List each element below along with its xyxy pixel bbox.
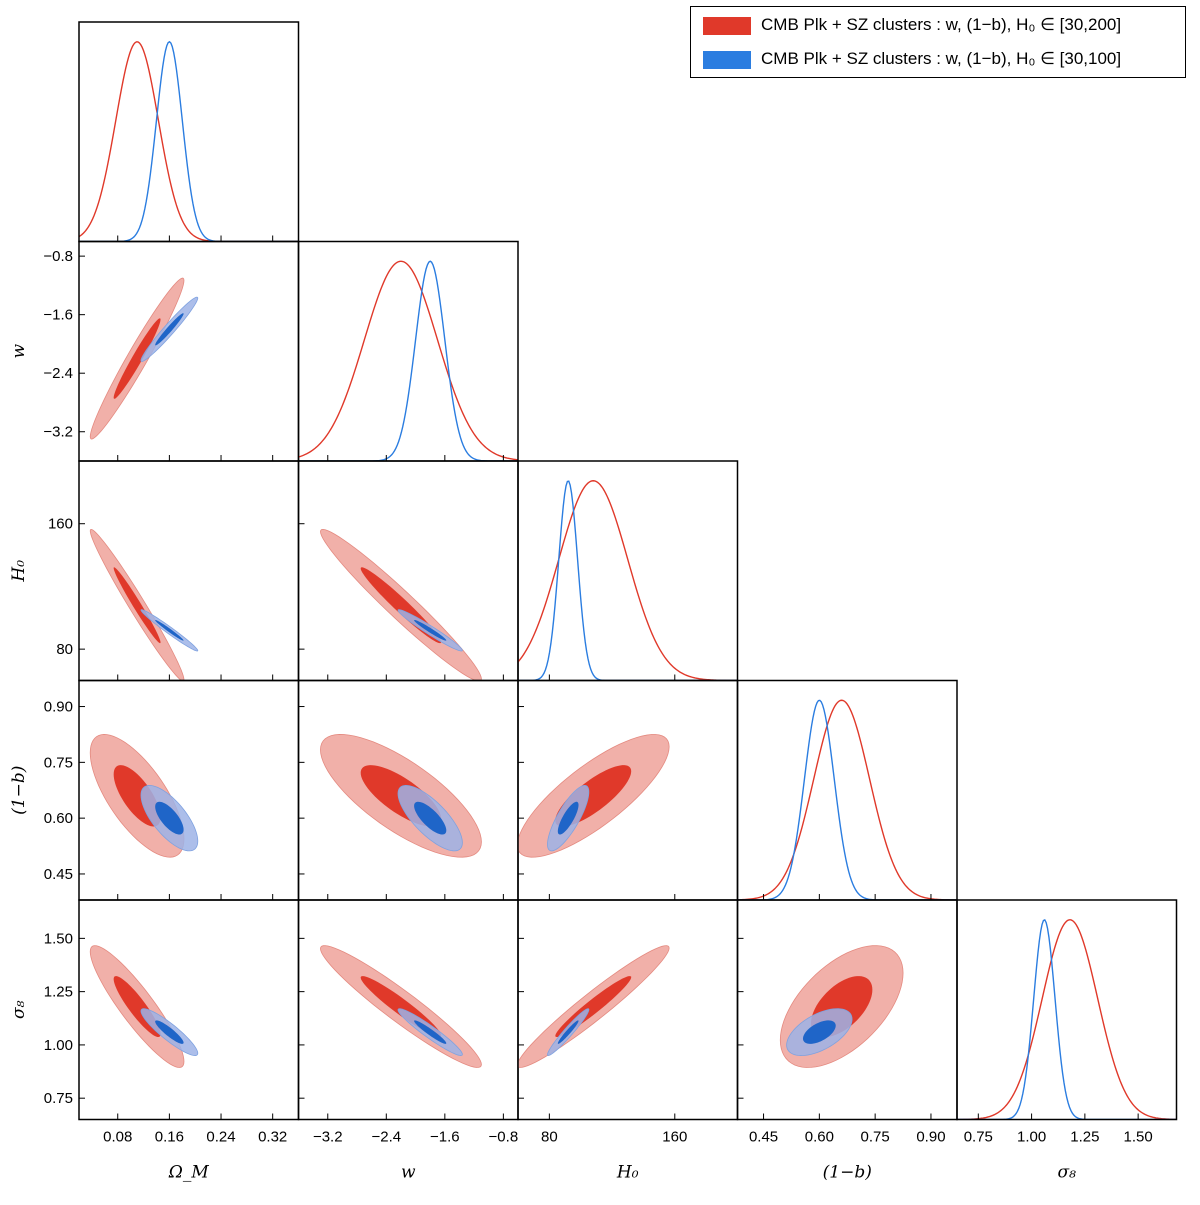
x-tick-label-h0: 80 xyxy=(541,1129,558,1146)
panel-h0-vs-h0 xyxy=(518,480,738,681)
panel-s8-vs-h0 xyxy=(518,945,670,1068)
marginal-om-series0 xyxy=(79,41,299,242)
marginal-h0-series1 xyxy=(518,480,738,681)
y-tick-label-h0: 80 xyxy=(56,641,73,658)
contour-1sigma-s8-om-series1 xyxy=(155,1020,184,1044)
panel-h0-vs-w xyxy=(320,528,482,681)
marginal-w-series0 xyxy=(298,260,518,461)
panel-h0-vs-om xyxy=(89,528,199,681)
marginal-oneminusb-series0 xyxy=(737,699,957,900)
legend-swatch-red xyxy=(703,17,751,35)
y-tick-label-oneminusb: 0.45 xyxy=(44,866,73,883)
marginal-h0-series0 xyxy=(518,480,738,681)
x-tick-label-s8: 0.75 xyxy=(964,1129,993,1146)
y-tick-label-s8: 1.50 xyxy=(44,930,73,947)
y-tick-label-s8: 0.75 xyxy=(44,1090,73,1107)
legend-label-series0: CMB Plk + SZ clusters : w, (1−b), H₀ ∈ [… xyxy=(761,15,1122,34)
contour-1sigma-h0-w-series1 xyxy=(414,619,447,641)
contour-1sigma-w-om-series1 xyxy=(155,313,184,346)
x-tick-label-oneminusb: 0.90 xyxy=(916,1129,945,1146)
panel-oneminusb-vs-w xyxy=(320,734,482,858)
x-tick-label-w: −3.2 xyxy=(313,1129,343,1146)
legend-item-series1: CMB Plk + SZ clusters : w, (1−b), H₀ ∈ [… xyxy=(699,45,1179,75)
panel-s8-vs-oneminusb xyxy=(779,945,904,1068)
x-tick-label-s8: 1.00 xyxy=(1017,1129,1046,1146)
panel-s8-vs-om xyxy=(89,945,199,1068)
contour-1sigma-h0-om-series0 xyxy=(113,567,161,644)
x-tick-label-oneminusb: 0.45 xyxy=(749,1129,778,1146)
legend-item-series0: CMB Plk + SZ clusters : w, (1−b), H₀ ∈ [… xyxy=(699,11,1179,41)
y-tick-label-oneminusb: 0.75 xyxy=(44,754,73,771)
x-tick-label-om: 0.16 xyxy=(155,1129,184,1146)
x-tick-label-w: −2.4 xyxy=(371,1129,401,1146)
panel-frame-4-0 xyxy=(78,899,300,1121)
panel-oneminusb-vs-oneminusb xyxy=(737,699,957,900)
y-tick-label-w: −2.4 xyxy=(43,365,73,382)
x-tick-label-om: 0.24 xyxy=(206,1129,235,1146)
legend-label-series1: CMB Plk + SZ clusters : w, (1−b), H₀ ∈ [… xyxy=(761,49,1122,68)
x-tick-label-w: −1.6 xyxy=(430,1129,460,1146)
marginal-s8-series1 xyxy=(957,918,1177,1120)
y-axis-label-s8: σ₈ xyxy=(9,1000,29,1019)
contour-1sigma-oneminusb-h0-series1 xyxy=(557,801,579,835)
panel-frame-4-2 xyxy=(517,899,739,1121)
y-axis-label-oneminusb: (1−b) xyxy=(9,766,29,815)
x-axis-label-oneminusb: (1−b) xyxy=(823,1163,872,1183)
x-tick-label-oneminusb: 0.75 xyxy=(861,1129,890,1146)
panel-frame-0-0 xyxy=(78,21,300,243)
y-tick-label-w: −0.8 xyxy=(43,248,73,265)
y-tick-label-s8: 1.00 xyxy=(44,1037,73,1054)
y-tick-label-w: −3.2 xyxy=(43,424,73,441)
contour-1sigma-w-om-series0 xyxy=(113,318,161,399)
y-tick-label-w: −1.6 xyxy=(43,307,73,324)
x-tick-label-oneminusb: 0.60 xyxy=(805,1129,834,1146)
x-tick-label-om: 0.08 xyxy=(103,1129,132,1146)
x-axis-label-s8: σ₈ xyxy=(1058,1163,1077,1183)
x-axis-label-h0: H₀ xyxy=(616,1163,639,1183)
x-tick-label-om: 0.32 xyxy=(258,1129,287,1146)
panel-frame-2-1 xyxy=(297,460,519,682)
y-tick-label-oneminusb: 0.60 xyxy=(44,810,73,827)
x-tick-label-s8: 1.50 xyxy=(1124,1129,1153,1146)
y-tick-label-oneminusb: 0.90 xyxy=(44,699,73,716)
panel-w-vs-om xyxy=(89,277,199,440)
y-axis-label-w: w xyxy=(9,344,29,359)
panel-w-vs-w xyxy=(298,260,518,461)
panel-s8-vs-s8 xyxy=(957,918,1177,1120)
contour-1sigma-s8-oneminusb-series1 xyxy=(802,1020,836,1044)
legend: CMB Plk + SZ clusters : w, (1−b), H₀ ∈ [… xyxy=(690,6,1186,78)
contour-1sigma-oneminusb-w-series1 xyxy=(414,801,447,835)
x-tick-label-s8: 1.25 xyxy=(1070,1129,1099,1146)
y-tick-label-s8: 1.25 xyxy=(44,984,73,1001)
contour-1sigma-s8-w-series1 xyxy=(414,1020,447,1044)
contour-1sigma-s8-h0-series1 xyxy=(557,1020,579,1044)
contour-1sigma-oneminusb-om-series1 xyxy=(155,801,184,835)
contour-1sigma-h0-om-series1 xyxy=(155,619,184,641)
marginal-w-series1 xyxy=(298,260,518,461)
panel-frame-1-0 xyxy=(78,240,300,462)
panel-s8-vs-w xyxy=(320,945,482,1068)
x-tick-label-h0: 160 xyxy=(662,1129,687,1146)
marginal-s8-series0 xyxy=(957,919,1177,1120)
panel-om-vs-om xyxy=(79,40,299,242)
x-axis-label-om: Ω_M xyxy=(168,1163,210,1183)
x-axis-label-w: w xyxy=(401,1163,416,1183)
panel-oneminusb-vs-om xyxy=(89,734,199,858)
y-axis-label-h0: H₀ xyxy=(9,560,29,583)
panel-frame-4-4 xyxy=(956,899,1178,1121)
marginal-oneminusb-series1 xyxy=(737,699,957,900)
legend-swatch-blue xyxy=(703,51,751,69)
y-tick-label-h0: 160 xyxy=(48,516,73,533)
panel-oneminusb-vs-h0 xyxy=(518,734,670,858)
x-tick-label-w: −0.8 xyxy=(489,1129,519,1146)
